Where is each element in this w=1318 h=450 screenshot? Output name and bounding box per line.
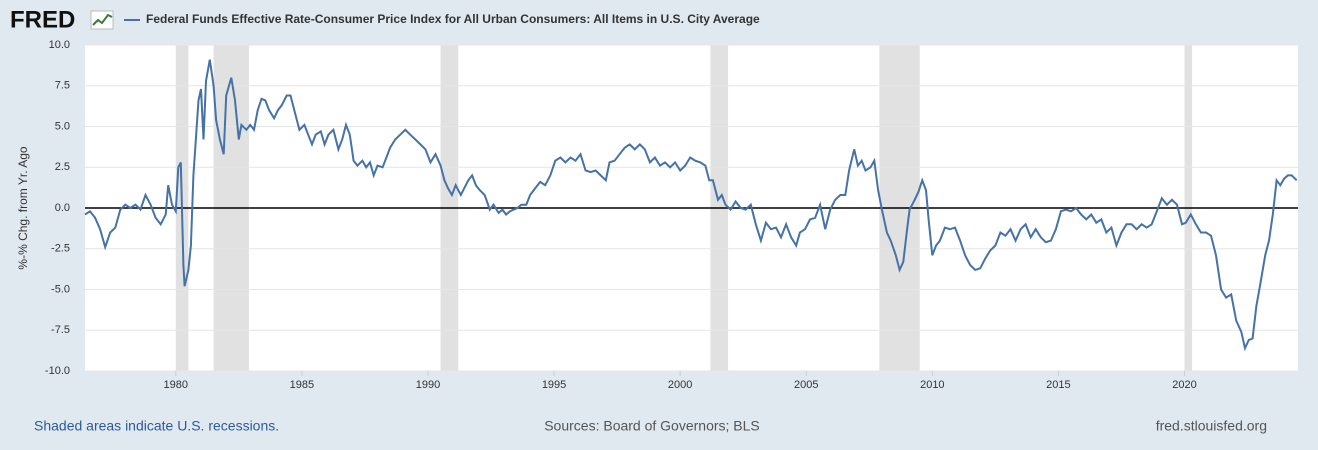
y-tick-label: -5.0 (51, 283, 70, 295)
x-tick-label: 2000 (668, 379, 692, 391)
x-tick-label: 2005 (794, 379, 818, 391)
x-tick-label: 1995 (542, 379, 566, 391)
sources: Sources: Board of Governors; BLS (544, 418, 760, 434)
y-tick-label: 0.0 (55, 202, 70, 214)
logo: FRED (10, 6, 75, 33)
y-tick-label: -10.0 (45, 365, 70, 377)
y-axis-label: %-% Chg. from Yr. Ago (16, 146, 30, 269)
x-tick-label: 1985 (290, 379, 314, 391)
y-tick-label: 5.0 (55, 120, 70, 132)
site: fred.stlouisfed.org (1156, 418, 1267, 434)
legend-label: Federal Funds Effective Rate-Consumer Pr… (146, 12, 760, 26)
y-tick-label: -7.5 (51, 324, 70, 336)
y-tick-label: 2.5 (55, 161, 70, 173)
x-tick-label: 2015 (1046, 379, 1070, 391)
y-tick-label: 10.0 (49, 39, 70, 51)
x-tick-label: 1980 (164, 379, 188, 391)
series-line (84, 59, 1298, 352)
y-tick-label: 7.5 (55, 80, 70, 92)
x-tick-label: 2010 (920, 379, 944, 391)
x-tick-label: 2020 (1172, 379, 1196, 391)
x-tick-label: 1990 (416, 379, 440, 391)
recession-note: Shaded areas indicate U.S. recessions. (34, 418, 279, 434)
y-tick-label: -2.5 (51, 243, 70, 255)
logo-icon (90, 10, 114, 30)
